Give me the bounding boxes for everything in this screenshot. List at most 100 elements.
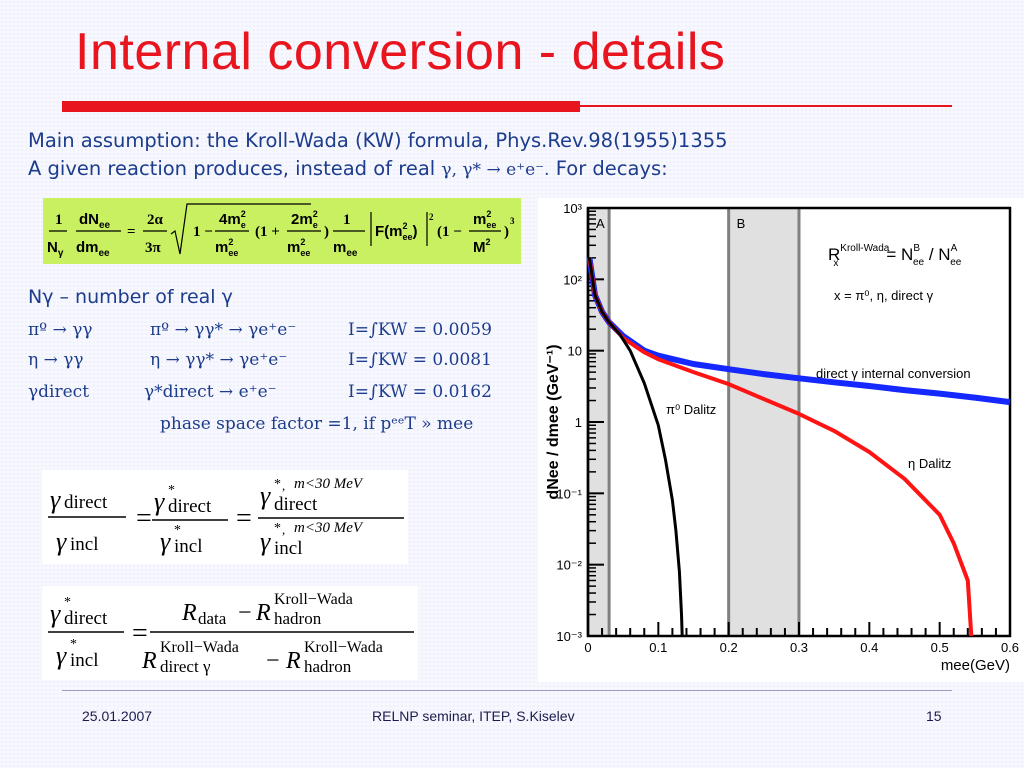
svg-text:1 −: 1 − — [193, 224, 213, 240]
y-tick-label: 10⁻² — [556, 558, 582, 573]
cut-bottom: m<30 MeV — [294, 520, 364, 536]
y-tick-label: 10² — [563, 272, 582, 287]
eta-integral: I=∫KW = 0.0081 — [348, 350, 492, 370]
footer-date: 25.01.2007 — [82, 708, 153, 724]
svg-text:incl: incl — [174, 536, 203, 557]
y-tick-label: 10⁻¹ — [556, 486, 582, 501]
pi0-decay: πº → γγ — [28, 320, 93, 340]
ratio-annotation: RKroll-Wada x = NB ee / NA ee — [828, 243, 962, 269]
svg-text:*: * — [274, 477, 281, 492]
svg-text:*: * — [168, 483, 175, 498]
svg-text:−: − — [238, 600, 252, 626]
phase-space-note: phase space factor =1, if pᵉᵉT » mee — [160, 414, 474, 434]
intro-line-2-end: For decays: — [549, 157, 668, 180]
svg-text:*: * — [70, 637, 77, 652]
y-axis-label: dNee / dmee (GeV⁻¹) — [545, 344, 562, 499]
band-label-a: A — [596, 216, 605, 231]
slide-title: Internal conversion - details — [75, 23, 726, 81]
svg-text:2: 2 — [429, 212, 434, 222]
eta-decay: η → γγ — [28, 350, 84, 370]
x-axis-label: mee(GeV) — [941, 657, 1010, 674]
svg-text:1: 1 — [343, 212, 351, 228]
ratio-equation-1: γ direct γ incl = γ * direct γ * incl = γ * , m… — [42, 470, 408, 564]
svg-text:): ) — [504, 224, 509, 240]
pi0-integral: I=∫KW = 0.0059 — [348, 320, 492, 340]
pi0-conversion: πº → γγ* → γe⁺e⁻ — [150, 320, 297, 340]
series-line-2 — [587, 257, 684, 637]
kw-label-top: Kroll−Wada — [274, 591, 353, 608]
r-data-sub: data — [198, 609, 227, 628]
y-tick-label: 1 — [575, 415, 582, 430]
kw-label-bottom-left: Kroll−Wada — [160, 639, 239, 656]
chart-labels: 0 0.1 0.2 0.3 0.4 0.5 0.6 10⁻³ 10⁻² 10⁻¹ 1 10 10² 10³… — [545, 201, 1019, 674]
x-tick-label: 0.4 — [860, 640, 878, 655]
svg-text:3: 3 — [510, 216, 515, 226]
svg-text:=: = — [132, 618, 148, 649]
svg-text:R: R — [141, 648, 157, 674]
svg-text:Nγ: Nγ — [47, 239, 64, 259]
svg-text:γ: γ — [50, 599, 61, 628]
eta-conversion: η → γγ* → γe⁺e⁻ — [150, 350, 288, 370]
kw-label-bottom-right: Kroll−Wada — [304, 639, 383, 656]
y-tick-label: 10 — [568, 344, 582, 359]
svg-text:direct: direct — [168, 496, 212, 517]
kroll-wada-formula: 1 Nγ dNee dmee = 2α 3π 1 − 4m2 e m2 ee (1 … — [43, 198, 521, 264]
svg-text:*: * — [64, 595, 71, 610]
svg-text:(1 +: (1 + — [255, 224, 280, 240]
svg-text:γ: γ — [56, 527, 67, 556]
x-tick-label: 0.2 — [720, 640, 738, 655]
pi0-dalitz-label: π⁰ Dalitz — [666, 402, 716, 417]
sources-annotation: x = π⁰, η, direct γ — [834, 288, 934, 303]
svg-text:direct: direct — [274, 494, 318, 515]
intro-line-2-text: A given reaction produces, instead of re… — [28, 157, 442, 180]
svg-text:incl: incl — [70, 534, 99, 555]
band-b — [728, 208, 799, 636]
svg-text:M2: M2 — [473, 237, 491, 256]
svg-text:R: R — [285, 648, 301, 674]
svg-text:dNee: dNee — [79, 211, 111, 231]
hadron-sub-top: hadron — [274, 609, 322, 628]
hadron-sub-bottom: hadron — [304, 657, 352, 676]
band-label-b: B — [737, 216, 746, 231]
cut-top: m<30 MeV — [294, 476, 364, 492]
svg-text:,: , — [282, 478, 285, 493]
svg-text:direct: direct — [64, 608, 108, 629]
footer-divider — [62, 690, 952, 691]
svg-text:mee: mee — [333, 239, 358, 259]
svg-text:incl: incl — [70, 650, 99, 671]
svg-text:γ: γ — [50, 485, 61, 514]
y-tick-label: 10³ — [563, 201, 582, 216]
svg-text:*: * — [274, 521, 281, 536]
svg-text:R: R — [255, 600, 271, 626]
svg-text:*: * — [174, 523, 181, 538]
direct-integral: I=∫KW = 0.0162 — [348, 382, 492, 402]
svg-text:dmee: dmee — [76, 239, 110, 259]
svg-text:=: = — [236, 503, 252, 534]
chart-curves — [586, 257, 1011, 637]
svg-text:γ: γ — [260, 527, 271, 556]
intro-line-2-symbols: γ, γ* → e⁺e⁻. — [441, 160, 550, 180]
y-tick-label: 10⁻³ — [556, 629, 582, 644]
x-tick-label: 0.5 — [931, 640, 949, 655]
svg-text:1: 1 — [55, 212, 63, 228]
svg-text:): ) — [324, 224, 329, 240]
svg-text:,: , — [282, 522, 285, 537]
x-tick-label: 0.1 — [649, 640, 667, 655]
direct-decay: γdirect — [28, 382, 90, 402]
direct-conversion: γ*direct → e⁺e⁻ — [144, 382, 277, 402]
svg-text:R: R — [181, 600, 197, 626]
svg-text:direct: direct — [64, 492, 108, 513]
direct-gamma-label: direct γ internal conversion — [816, 366, 971, 381]
svg-text:3π: 3π — [145, 240, 162, 256]
svg-text:2α: 2α — [147, 212, 164, 228]
ngamma-definition: Nγ – number of real γ — [28, 286, 233, 308]
